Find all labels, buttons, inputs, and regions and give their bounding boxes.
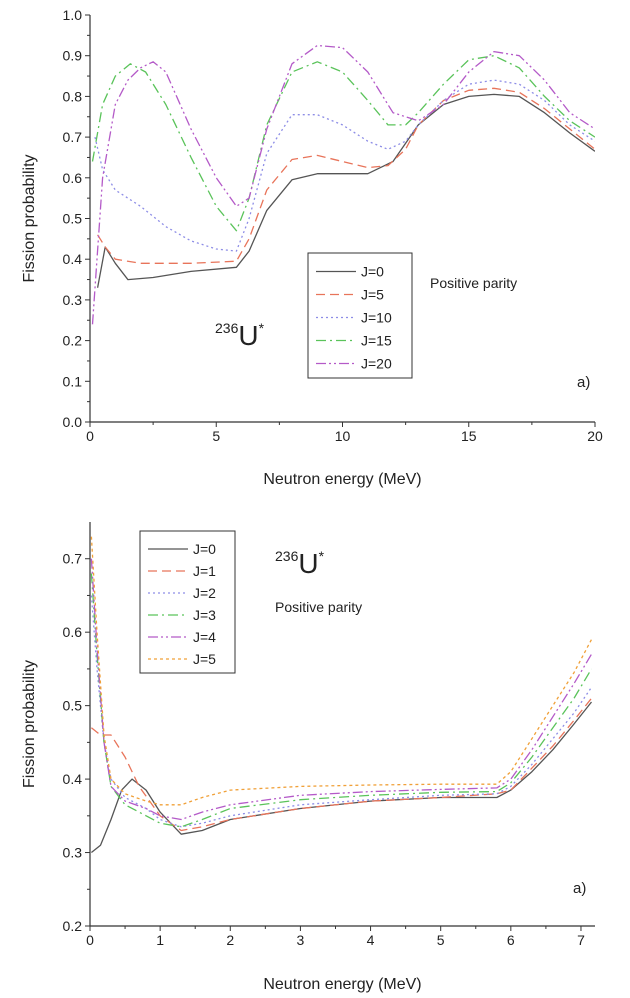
legend-entry: J=2	[193, 585, 216, 601]
legend-box	[307, 252, 413, 379]
y-tick-label: 1.0	[63, 7, 83, 23]
y-tick-label: 0.6	[63, 170, 83, 186]
series-line-j-3	[90, 573, 593, 828]
legend-entry: J=20	[361, 356, 392, 372]
chart-panel-1: 0.0 0.1 0.2 0.3 0.4 0.5 0.6 0.7 0.8 0.9 1.0 0 5 10 15 2…	[21, 7, 603, 488]
legend-entry: J=3	[193, 607, 216, 623]
legend-entry: J=15	[361, 333, 392, 349]
series-line-j-20	[91, 44, 595, 325]
nuclide-mass: 236	[275, 548, 299, 564]
y-axis-label: Fission probability	[21, 154, 38, 282]
nuclide-symbol: U	[238, 320, 258, 351]
y-tick-label: 0.1	[63, 373, 83, 389]
legend: J=0 J=1 J=2 J=3 J=4 J=5	[139, 530, 236, 674]
y-tick-label: 0.4	[63, 771, 83, 787]
legend-entry: J=5	[361, 287, 384, 303]
legend-box	[139, 530, 236, 674]
parity-note: Positive parity	[430, 275, 517, 291]
x-tick-label: 15	[461, 428, 477, 444]
x-tick-label: 10	[335, 428, 351, 444]
nuclide-mark: *	[259, 320, 265, 336]
y-tick-label: 0.5	[63, 698, 83, 714]
series-group	[90, 536, 593, 854]
y-tick-label: 0.2	[63, 333, 83, 349]
series-line-j-0	[96, 93, 595, 288]
series-line-j-5	[97, 87, 595, 264]
x-tick-label: 0	[86, 428, 94, 444]
x-axis-label: Neutron energy (MeV)	[263, 976, 421, 993]
legend-entry: J=0	[361, 264, 384, 280]
legend-entry: J=4	[193, 629, 216, 645]
y-axis-label: Fission probability	[21, 660, 38, 788]
series-line-j-5	[90, 536, 593, 806]
legend-entry: J=10	[361, 310, 392, 326]
nuclide-label: 236U*	[275, 548, 325, 579]
y-tick-label: 0.7	[63, 129, 83, 145]
series-group	[91, 44, 595, 325]
series-line-j-10	[94, 79, 595, 252]
series-line-j-4	[90, 558, 593, 821]
x-axis-label: Neutron energy (MeV)	[263, 471, 421, 488]
panel-tag: a)	[573, 880, 586, 897]
legend-entry: J=1	[193, 563, 216, 579]
legend: J=0 J=5 J=10 J=15 J=20	[307, 252, 413, 379]
series-line-j-2	[90, 595, 593, 828]
series-line-j-0	[90, 701, 593, 854]
x-tick-label: 5	[437, 932, 445, 948]
nuclide-label: 236U*	[215, 320, 265, 351]
x-tick-label: 2	[226, 932, 234, 948]
y-tick-label: 0.9	[63, 48, 83, 64]
x-tick-label: 6	[507, 932, 515, 948]
parity-note: Positive parity	[275, 599, 362, 615]
nuclide-mark: *	[319, 548, 325, 564]
legend-entry: J=0	[193, 541, 216, 557]
y-tick-label: 0.6	[63, 624, 83, 640]
legend-entry: J=5	[193, 651, 216, 667]
series-line-j-1	[90, 697, 593, 832]
nuclide-symbol: U	[298, 548, 318, 579]
series-line-j-15	[91, 55, 595, 232]
x-tick-label: 3	[297, 932, 305, 948]
x-tick-label: 20	[587, 428, 603, 444]
y-tick-label: 0.0	[63, 414, 83, 430]
y-tick-label: 0.3	[63, 292, 83, 308]
chart-panel-2: 0.2 0.3 0.4 0.5 0.6 0.7 0 1 2 3 4 5 6 7 Neutron energy…	[21, 522, 595, 993]
x-tick-label: 4	[367, 932, 375, 948]
y-tick-label: 0.5	[63, 211, 83, 227]
y-tick-label: 0.4	[63, 251, 83, 267]
y-tick-label: 0.7	[63, 551, 83, 567]
nuclide-mass: 236	[215, 320, 239, 336]
panel-tag: a)	[577, 374, 590, 391]
y-tick-label: 0.8	[63, 88, 83, 104]
x-tick-label: 5	[212, 428, 220, 444]
x-tick-label: 0	[86, 932, 94, 948]
x-tick-label: 7	[577, 932, 585, 948]
y-tick-label: 0.2	[63, 918, 83, 934]
y-tick-label: 0.3	[63, 845, 83, 861]
x-tick-label: 1	[156, 932, 164, 948]
